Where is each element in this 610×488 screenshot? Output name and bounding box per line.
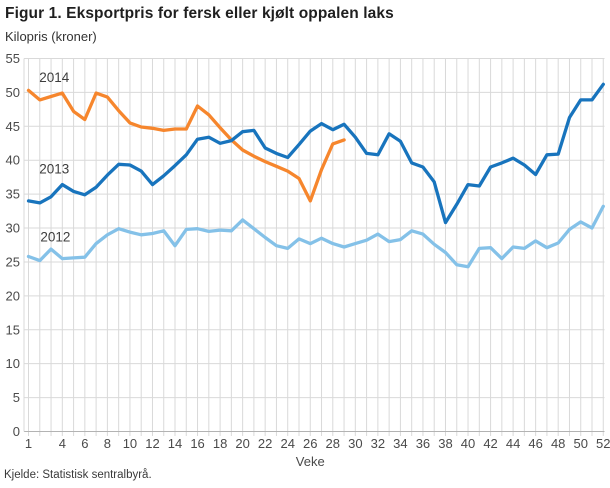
x-tick-label: 18 — [213, 436, 227, 451]
x-tick-label: 20 — [235, 436, 249, 451]
series-line-2013 — [26, 82, 605, 225]
x-tick-label: 50 — [573, 436, 587, 451]
x-tick-label: 48 — [551, 436, 565, 451]
source-note: Kjelde: Statistisk sentralbyrå. — [4, 469, 152, 481]
x-tick-label: 30 — [348, 436, 362, 451]
x-tick-label: 52 — [596, 436, 610, 451]
x-tick-label: 46 — [528, 436, 542, 451]
series-label-2012: 2012 — [40, 229, 70, 244]
y-tick-label: 35 — [6, 187, 20, 202]
series-label-2013: 2013 — [39, 162, 69, 177]
x-tick-label: 24 — [280, 436, 294, 451]
series-annotations: 2014 2013 2012 — [39, 70, 70, 244]
x-tick-label: 28 — [326, 436, 340, 451]
x-tick-label: 22 — [258, 436, 272, 451]
x-tick-label: 16 — [190, 436, 204, 451]
y-tick-label: 30 — [6, 221, 20, 236]
x-tick-label: 40 — [461, 436, 475, 451]
x-tick-label: 8 — [104, 436, 111, 451]
x-tick-label: 4 — [59, 436, 66, 451]
y-axis-unit-label: Kilopris (kroner) — [5, 29, 97, 44]
x-tick-label: 36 — [416, 436, 430, 451]
series-line-2014 — [26, 88, 346, 203]
x-tick-label: 32 — [371, 436, 385, 451]
y-tick-label: 5 — [13, 390, 20, 405]
x-tick-label: 10 — [123, 436, 137, 451]
x-tick-label: 1 — [25, 436, 32, 451]
x-axis-title: Veke — [296, 454, 325, 469]
y-tick-label: 40 — [6, 153, 20, 168]
y-tick-label: 45 — [6, 119, 20, 134]
y-tick-label: 15 — [6, 322, 20, 337]
series-line-2012 — [26, 204, 605, 269]
x-tick-label: 14 — [168, 436, 182, 451]
x-tick-label: 12 — [145, 436, 159, 451]
x-tick-label: 26 — [303, 436, 317, 451]
chart-title: Figur 1. Eksportpris for fersk eller kjø… — [5, 5, 394, 22]
x-tick-label: 42 — [483, 436, 497, 451]
x-tick-label: 44 — [506, 436, 520, 451]
y-tick-label: 50 — [6, 85, 20, 100]
x-tick-label: 34 — [393, 436, 407, 451]
y-tick-label: 0 — [13, 424, 20, 439]
y-tick-label: 20 — [6, 288, 20, 303]
y-tick-label: 25 — [6, 254, 20, 269]
series-label-2014: 2014 — [39, 70, 70, 85]
series-lines — [26, 82, 605, 269]
x-tick-label: 38 — [438, 436, 452, 451]
y-tick-label: 55 — [6, 51, 20, 66]
y-tick-label: 10 — [6, 356, 20, 371]
x-tick-label: 6 — [81, 436, 88, 451]
